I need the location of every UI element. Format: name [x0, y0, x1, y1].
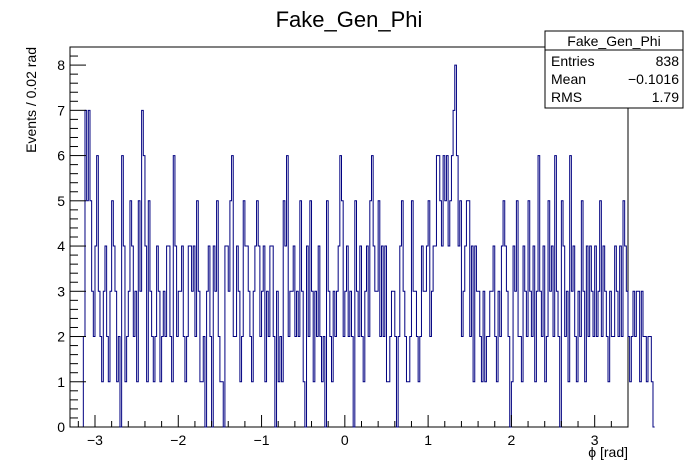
- y-tick-label: 5: [57, 193, 65, 209]
- y-tick-label: 2: [57, 329, 65, 345]
- histogram-bins: [82, 64, 655, 428]
- x-axis-label: ϕ [rad]: [588, 444, 628, 460]
- x-axis: −3 −2 −1 0 1 2 3: [77, 415, 629, 448]
- stats-rms-label: RMS: [551, 89, 582, 105]
- y-tick-label: 7: [57, 102, 65, 118]
- x-tick-label: 1: [424, 432, 432, 448]
- stats-mean-value: −0.1016: [628, 71, 679, 87]
- y-tick-label: 4: [57, 238, 65, 254]
- stats-entries-label: Entries: [551, 53, 595, 69]
- y-tick-label: 3: [57, 283, 65, 299]
- stats-entries-value: 838: [656, 53, 680, 69]
- y-axis: 0 1 2 3 4 5 6 7 8: [57, 46, 86, 435]
- x-tick-label: −2: [170, 432, 186, 448]
- x-tick-label: 2: [508, 432, 516, 448]
- x-tick-label: −1: [254, 432, 270, 448]
- chart-title: Fake_Gen_Phi: [276, 7, 423, 32]
- histogram-series-line: [82, 64, 655, 428]
- stats-box: Fake_Gen_Phi Entries 838 Mean −0.1016 RM…: [544, 30, 684, 109]
- y-tick-label: 1: [57, 374, 65, 390]
- x-tick-label: 3: [591, 432, 599, 448]
- stats-rms-value: 1.79: [652, 89, 679, 105]
- y-axis-label: Events / 0.02 rad: [23, 47, 39, 153]
- stats-box-frame: [544, 30, 684, 109]
- x-tick-label: 0: [341, 432, 349, 448]
- x-tick-label: −3: [87, 432, 103, 448]
- y-tick-label: 6: [57, 148, 65, 164]
- stats-mean-label: Mean: [551, 71, 586, 87]
- y-tick-label: 8: [57, 57, 65, 73]
- y-tick-label: 0: [57, 419, 65, 435]
- stats-title: Fake_Gen_Phi: [567, 33, 660, 49]
